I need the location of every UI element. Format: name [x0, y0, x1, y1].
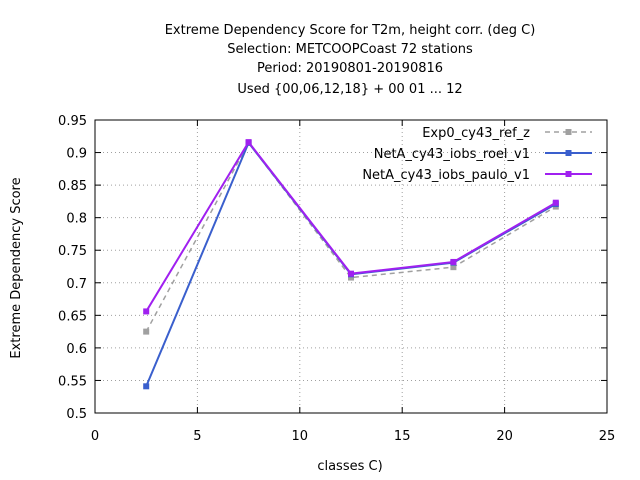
y-tick-label: 0.95: [58, 114, 87, 129]
data-point: [450, 258, 457, 265]
series-line: [145, 141, 557, 332]
chart-title-line-2: Selection: METCOOPCoast 72 stations: [227, 42, 473, 57]
x-tick-label: 0: [91, 429, 99, 444]
data-point: [245, 139, 252, 146]
legend-item: NetA_cy43_iobs_roel_v1: [374, 147, 592, 162]
chart-title: Extreme Dependency Score for T2m, height…: [165, 23, 536, 97]
legend-marker: [565, 129, 572, 135]
y-tick-label: 0.55: [58, 374, 87, 389]
chart-title-line-1: Extreme Dependency Score for T2m, height…: [165, 23, 536, 38]
legend-marker: [565, 171, 572, 177]
data-point: [143, 383, 150, 390]
data-point: [552, 199, 559, 206]
y-tick-label: 0.7: [66, 277, 87, 292]
y-tick-label: 0.6: [66, 342, 87, 357]
x-tick-label: 20: [496, 429, 513, 444]
legend-item: Exp0_cy43_ref_z: [422, 126, 592, 141]
y-tick-label: 0.8: [66, 212, 87, 227]
y-axis-label: Extreme Dependency Score: [9, 177, 24, 358]
x-tick-label: 10: [292, 429, 309, 444]
legend-label: Exp0_cy43_ref_z: [422, 126, 530, 141]
x-tick-label: 15: [394, 429, 411, 444]
chart-title-line-4: Used {00,06,12,18} + 00 01 ... 12: [237, 82, 462, 97]
x-tick-labels: 0 5 10 15 20 25: [91, 429, 615, 444]
y-tick-label: 0.75: [58, 244, 87, 259]
x-tick-label: 5: [193, 429, 201, 444]
tick-marks: [94, 119, 608, 414]
legend-item: NetA_cy43_iobs_paulo_v1: [362, 168, 592, 183]
y-tick-labels: 0.5 0.55 0.6 0.65 0.7 0.75 0.8 0.85 0.9 0.95: [58, 114, 87, 422]
y-tick-label: 0.5: [66, 407, 87, 422]
legend: Exp0_cy43_ref_z NetA_cy43_iobs_roel_v1 Net…: [362, 126, 592, 183]
legend-label: NetA_cy43_iobs_roel_v1: [374, 147, 530, 162]
chart-title-line-3: Period: 20190801-20190816: [257, 61, 443, 76]
data-point: [143, 308, 150, 315]
grid: [95, 120, 607, 413]
series: [143, 139, 559, 315]
legend-label: NetA_cy43_iobs_paulo_v1: [362, 168, 530, 183]
data-point: [348, 274, 354, 281]
plot-frame: [94, 119, 608, 414]
data-point: [450, 264, 457, 271]
y-tick-label: 0.65: [58, 309, 87, 324]
x-axis-label: classes C): [317, 459, 382, 474]
series-group: [143, 139, 559, 390]
data-point: [143, 328, 150, 335]
data-point: [348, 270, 354, 277]
x-tick-label: 25: [599, 429, 616, 444]
y-tick-label: 0.9: [66, 147, 87, 162]
y-tick-label: 0.85: [58, 179, 87, 194]
legend-marker: [565, 150, 572, 156]
